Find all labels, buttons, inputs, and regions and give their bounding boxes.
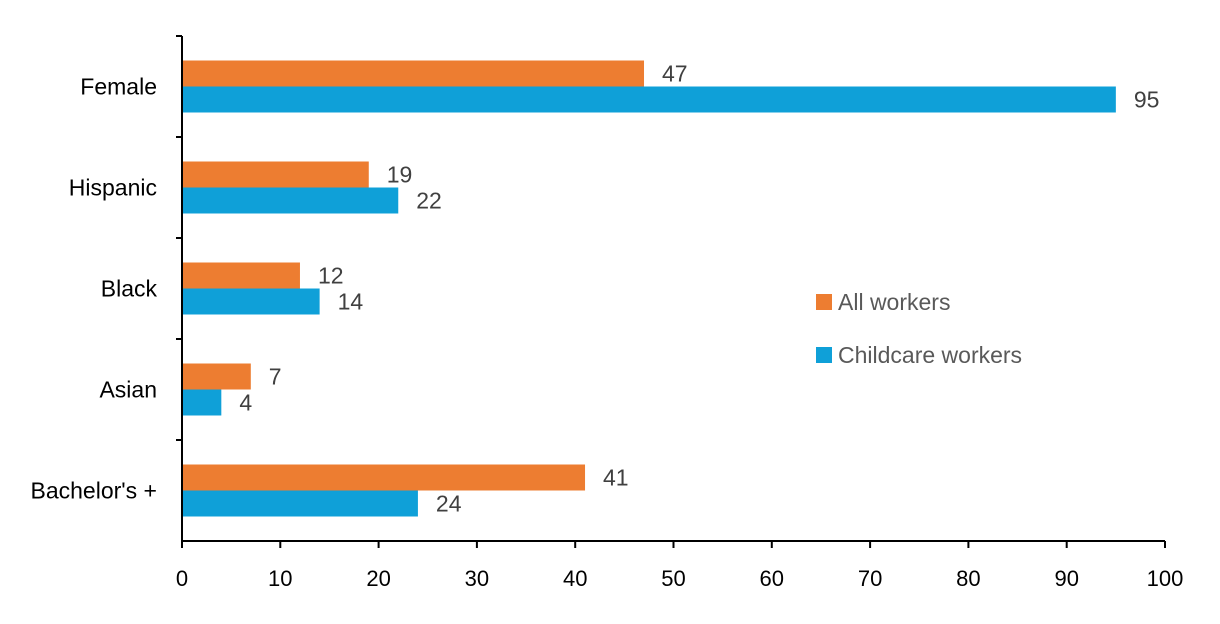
legend-swatch [816,347,832,363]
category-label: Black [101,276,158,302]
x-tick-label: 20 [366,566,390,591]
bar [183,464,586,491]
x-tick-label: 40 [563,566,587,591]
data-label: 4 [239,390,252,416]
x-tick-label: 80 [956,566,980,591]
data-label: 95 [1134,87,1160,113]
bar [183,86,1116,113]
bars [183,60,1116,517]
data-label: 12 [318,263,344,289]
category-label: Female [80,74,157,100]
bar [183,288,320,315]
legend-swatch [816,294,832,310]
bar [183,490,418,517]
x-tick-label: 90 [1054,566,1078,591]
x-tick-label: 50 [661,566,685,591]
bar [183,363,251,390]
data-label: 19 [387,162,413,188]
data-label: 22 [416,188,442,214]
bar [183,60,645,87]
category-label: Bachelor's + [31,478,158,504]
legend: All workers Childcare workers [816,289,1022,368]
x-ticks: 0 10 20 30 40 50 60 70 80 90 100 [176,35,1184,591]
category-label: Hispanic [69,175,157,201]
data-label: 47 [662,61,688,87]
legend-label: Childcare workers [838,342,1022,368]
bar [183,161,369,188]
data-label: 7 [269,364,282,390]
x-tick-label: 10 [268,566,292,591]
legend-label: All workers [838,289,950,315]
bar [183,187,399,214]
x-tick-label: 70 [858,566,882,591]
bar [183,262,300,289]
data-label: 14 [338,289,364,315]
x-tick-label: 60 [760,566,784,591]
x-tick-label: 0 [176,566,188,591]
x-tick-label: 100 [1147,566,1184,591]
x-tick-label: 30 [465,566,489,591]
data-label: 24 [436,491,462,517]
category-labels: Female Hispanic Black Asian Bachelor's + [31,74,158,504]
bar [183,389,222,416]
data-label: 41 [603,465,629,491]
category-label: Asian [99,377,157,403]
